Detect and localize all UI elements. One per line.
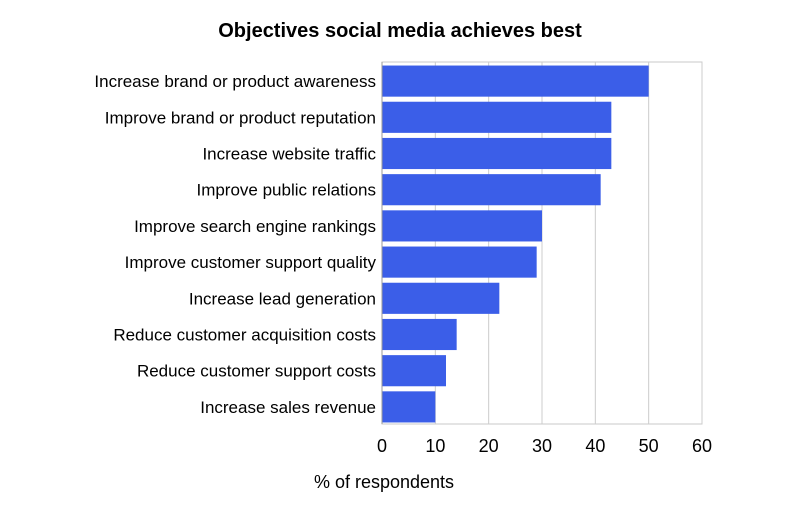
- x-tick-label: 50: [639, 436, 659, 456]
- chart-title: Objectives social media achieves best: [218, 20, 582, 42]
- bar: [382, 210, 542, 242]
- x-tick-label: 40: [585, 436, 605, 456]
- category-label: Increase lead generation: [189, 289, 376, 308]
- category-label: Increase website traffic: [202, 145, 376, 164]
- x-tick-label: 60: [692, 436, 712, 456]
- bar: [382, 137, 612, 170]
- category-label: Improve customer support quality: [125, 253, 377, 272]
- x-tick-label: 20: [479, 436, 499, 456]
- x-tick-label: 30: [532, 436, 552, 456]
- bar: [382, 246, 537, 278]
- x-axis-title: % of respondents: [314, 472, 454, 492]
- bar: [382, 174, 601, 206]
- category-label: Improve search engine rankings: [134, 217, 376, 236]
- category-label: Reduce customer acquisition costs: [113, 326, 376, 345]
- bar: [382, 101, 612, 133]
- category-label: Increase brand or product awareness: [94, 72, 376, 91]
- x-tick-label: 10: [425, 436, 445, 456]
- category-label: Increase sales revenue: [200, 398, 376, 417]
- bar: [382, 282, 500, 314]
- category-label: Improve public relations: [196, 181, 376, 200]
- bar: [382, 65, 649, 97]
- bar: [382, 355, 446, 387]
- bar: [382, 391, 436, 423]
- category-label: Reduce customer support costs: [137, 362, 376, 381]
- x-tick-label: 0: [377, 436, 387, 456]
- category-label: Improve brand or product reputation: [105, 108, 376, 127]
- bar: [382, 318, 457, 351]
